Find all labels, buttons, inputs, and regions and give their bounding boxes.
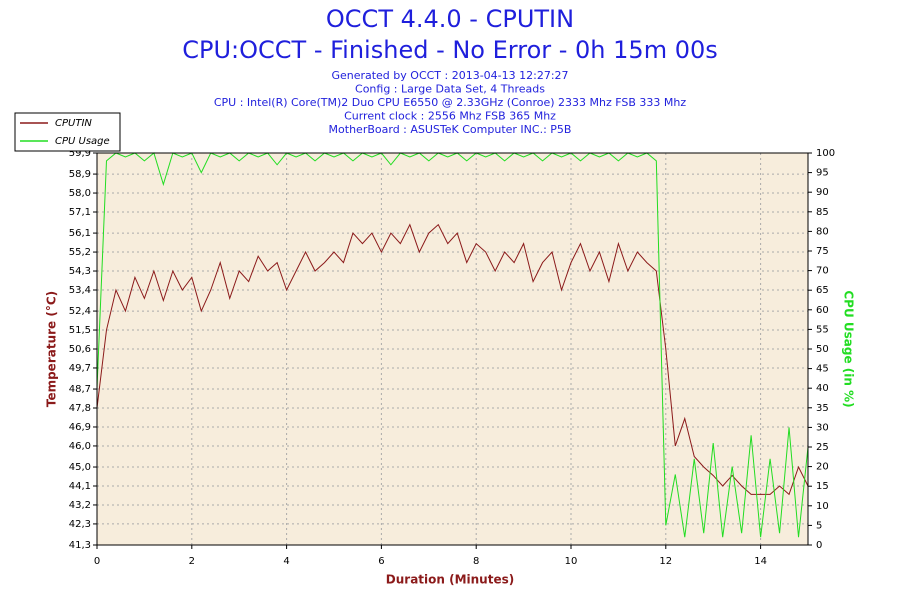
x-tick-label: 0	[94, 556, 100, 567]
y2-tick-label: 90	[816, 187, 829, 198]
y-tick-label: 56,1	[69, 228, 91, 239]
y2-tick-label: 45	[816, 364, 829, 375]
y2-tick-label: 5	[816, 520, 822, 531]
y2-tick-label: 75	[816, 246, 829, 257]
y-tick-label: 51,5	[69, 325, 91, 336]
y2-tick-label: 40	[816, 383, 829, 394]
y-tick-label: 48,7	[69, 384, 91, 395]
x-tick-label: 14	[754, 556, 767, 567]
y2-tick-label: 100	[816, 148, 835, 159]
y-tick-label: 43,2	[69, 500, 91, 511]
y2-tick-label: 55	[816, 324, 829, 335]
y-tick-label: 55,2	[69, 247, 91, 258]
x-tick-label: 12	[659, 556, 672, 567]
y2-tick-label: 60	[816, 305, 829, 316]
y-tick-label: 54,3	[69, 266, 91, 277]
y-tick-label: 49,7	[69, 363, 91, 374]
x-tick-label: 4	[283, 556, 289, 567]
x-axis-label: Duration (Minutes)	[386, 573, 514, 587]
series-line	[96, 152, 809, 538]
y-tick-label: 52,4	[69, 306, 91, 317]
legend-box	[14, 112, 121, 152]
y-tick-label: 45,0	[69, 462, 91, 473]
y2-tick-label: 30	[816, 422, 829, 433]
info-line: Current clock : 2556 Mhz FSB 365 Mhz	[344, 110, 556, 123]
y2-tick-label: 0	[816, 540, 822, 551]
info-line: Config : Large Data Set, 4 Threads	[355, 83, 545, 96]
y-tick-label: 53,4	[69, 285, 91, 296]
info-line: MotherBoard : ASUSTeK Computer INC.: P5B	[329, 123, 572, 136]
x-tick-label: 10	[565, 556, 578, 567]
info-line: Generated by OCCT : 2013-04-13 12:27:27	[331, 69, 568, 82]
y-tick-label: 46,0	[69, 441, 91, 452]
series-line	[96, 223, 809, 496]
x-tick-label: 8	[473, 556, 479, 567]
legend-label: CPUTIN	[55, 118, 92, 129]
y-tick-label: 57,1	[69, 207, 91, 218]
y2-tick-label: 20	[816, 462, 829, 473]
info-block: Generated by OCCT : 2013-04-13 12:27:27C…	[214, 69, 686, 136]
y2-tick-label: 35	[816, 403, 829, 414]
y-tick-label: 59,9	[69, 148, 91, 159]
x-tick-label: 6	[378, 556, 384, 567]
y-tick-label: 58,9	[69, 169, 91, 180]
y2-tick-label: 65	[816, 285, 829, 296]
y2-tick-label: 25	[816, 442, 829, 453]
y-tick-label: 47,8	[69, 403, 91, 414]
y2-axis-label: CPU Usage (in %)	[842, 290, 856, 407]
y-tick-label: 42,3	[69, 519, 91, 530]
info-line: CPU : Intel(R) Core(TM)2 Duo CPU E6550 @…	[214, 96, 686, 109]
y2-tick-label: 10	[816, 501, 829, 512]
chart-subtitle: CPU:OCCT - Finished - No Error - 0h 15m …	[182, 36, 718, 64]
y2-tick-label: 95	[816, 168, 829, 179]
y2-tick-label: 15	[816, 481, 829, 492]
y-axis-label: Temperature (°C)	[45, 291, 59, 407]
y2-tick-label: 50	[816, 344, 829, 355]
y-tick-label: 46,9	[69, 422, 91, 433]
y-tick-label: 58,0	[69, 188, 91, 199]
legend: CPUTIN CPU Usage	[14, 112, 121, 152]
y-tick-label: 44,1	[69, 481, 91, 492]
chart-title: OCCT 4.4.0 - CPUTIN	[326, 5, 574, 33]
series-lines	[96, 152, 809, 538]
legend-label: CPU Usage	[55, 136, 110, 147]
y2-tick-label: 70	[816, 266, 829, 277]
y-tick-label: 50,6	[69, 344, 91, 355]
y-tick-label: 41,3	[69, 540, 91, 551]
y2-tick-label: 85	[816, 207, 829, 218]
axes: 0 2 4 6 8 10 12 14 41,3 42,3 43,2 44,1 45,0 46,0 46,9 4…	[69, 148, 835, 567]
y2-tick-label: 80	[816, 226, 829, 237]
x-tick-label: 2	[189, 556, 195, 567]
